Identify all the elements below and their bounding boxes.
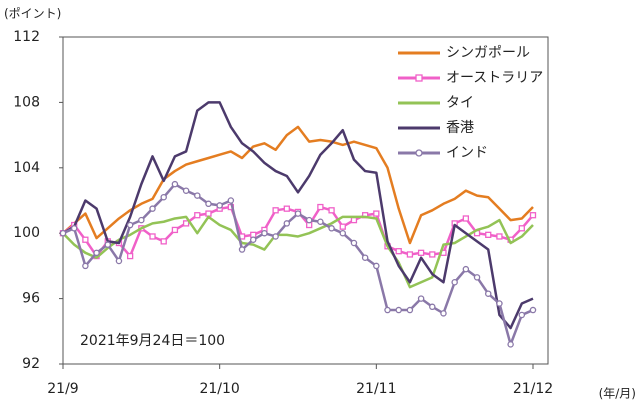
- point-marker: [496, 300, 503, 307]
- point-marker: [70, 225, 78, 232]
- point-marker: [417, 295, 425, 302]
- point-marker: [417, 249, 425, 256]
- point-marker: [261, 229, 268, 237]
- point-marker: [317, 203, 324, 211]
- x-unit-label: (年/月): [599, 387, 636, 401]
- point-marker: [339, 223, 346, 230]
- x-tick-label: 21/9: [47, 381, 78, 397]
- point-marker: [182, 187, 190, 194]
- y-unit-label: (ポイント): [4, 7, 61, 21]
- point-marker: [93, 249, 100, 257]
- point-marker: [507, 341, 514, 348]
- point-marker: [373, 262, 380, 270]
- point-marker: [283, 220, 291, 227]
- point-marker: [440, 310, 447, 317]
- point-marker: [59, 229, 67, 237]
- series-line: [62, 101, 534, 330]
- x-tick-label: 21/10: [199, 381, 239, 397]
- legend-marker: [415, 149, 423, 157]
- point-marker: [227, 197, 235, 204]
- point-marker: [317, 218, 324, 226]
- point-marker: [406, 251, 414, 258]
- point-marker: [294, 210, 302, 217]
- point-marker: [328, 207, 335, 214]
- legend-marker: [415, 74, 423, 82]
- point-marker: [249, 236, 257, 243]
- point-marker: [529, 212, 537, 219]
- x-tick-label: 21/11: [356, 381, 396, 397]
- plot-frame: [62, 36, 549, 365]
- legend-label: オーストラリア: [446, 70, 543, 86]
- point-marker: [485, 231, 492, 238]
- point-marker: [395, 306, 402, 314]
- point-marker: [194, 212, 201, 219]
- point-marker: [429, 303, 436, 311]
- point-marker: [462, 215, 470, 222]
- point-marker: [126, 221, 134, 229]
- legend-label: インド: [446, 145, 488, 161]
- point-marker: [350, 216, 358, 224]
- series-line: [62, 215, 534, 289]
- point-marker: [126, 252, 134, 260]
- point-marker: [238, 246, 246, 253]
- point-marker: [138, 216, 145, 224]
- point-marker: [272, 207, 279, 214]
- point-marker: [149, 205, 156, 212]
- point-marker: [171, 226, 179, 234]
- point-marker: [305, 216, 313, 224]
- series-line: [62, 125, 534, 245]
- point-marker: [149, 233, 156, 240]
- point-marker: [518, 225, 525, 232]
- point-marker: [473, 274, 481, 281]
- x-tick-label: 21/12: [513, 381, 553, 397]
- point-marker: [484, 290, 492, 297]
- point-marker: [104, 241, 112, 248]
- point-marker: [529, 306, 537, 314]
- point-marker: [429, 251, 436, 258]
- point-marker: [171, 180, 179, 188]
- point-marker: [194, 192, 201, 199]
- point-marker: [160, 238, 167, 245]
- y-tick-label: 108: [13, 94, 40, 110]
- point-marker: [205, 210, 212, 217]
- point-marker: [160, 193, 167, 201]
- point-marker: [115, 257, 123, 265]
- point-marker: [182, 220, 190, 227]
- point-marker: [82, 262, 89, 270]
- annotation: 2021年9月24日＝100: [80, 333, 225, 349]
- legend-label: タイ: [446, 95, 474, 111]
- y-tick-label: 112: [13, 29, 40, 45]
- point-marker: [384, 306, 391, 314]
- legend-label: シンガポール: [446, 45, 530, 61]
- point-marker: [462, 265, 470, 273]
- y-tick-label: 104: [13, 160, 40, 176]
- y-tick-label: 96: [22, 291, 40, 307]
- point-marker: [395, 248, 402, 255]
- point-marker: [82, 236, 89, 243]
- point-marker: [518, 311, 526, 319]
- point-marker: [272, 233, 279, 240]
- point-marker: [496, 233, 503, 240]
- legend-label: 香港: [446, 120, 474, 136]
- y-tick-label: 92: [22, 356, 40, 372]
- point-marker: [361, 254, 369, 261]
- point-marker: [205, 200, 212, 208]
- point-marker: [328, 225, 335, 232]
- point-marker: [406, 306, 414, 314]
- point-marker: [350, 239, 358, 247]
- point-marker: [339, 229, 347, 237]
- y-tick-label: 100: [13, 225, 40, 241]
- point-marker: [283, 205, 290, 212]
- point-marker: [451, 278, 458, 286]
- point-marker: [216, 202, 223, 209]
- point-marker: [373, 210, 380, 217]
